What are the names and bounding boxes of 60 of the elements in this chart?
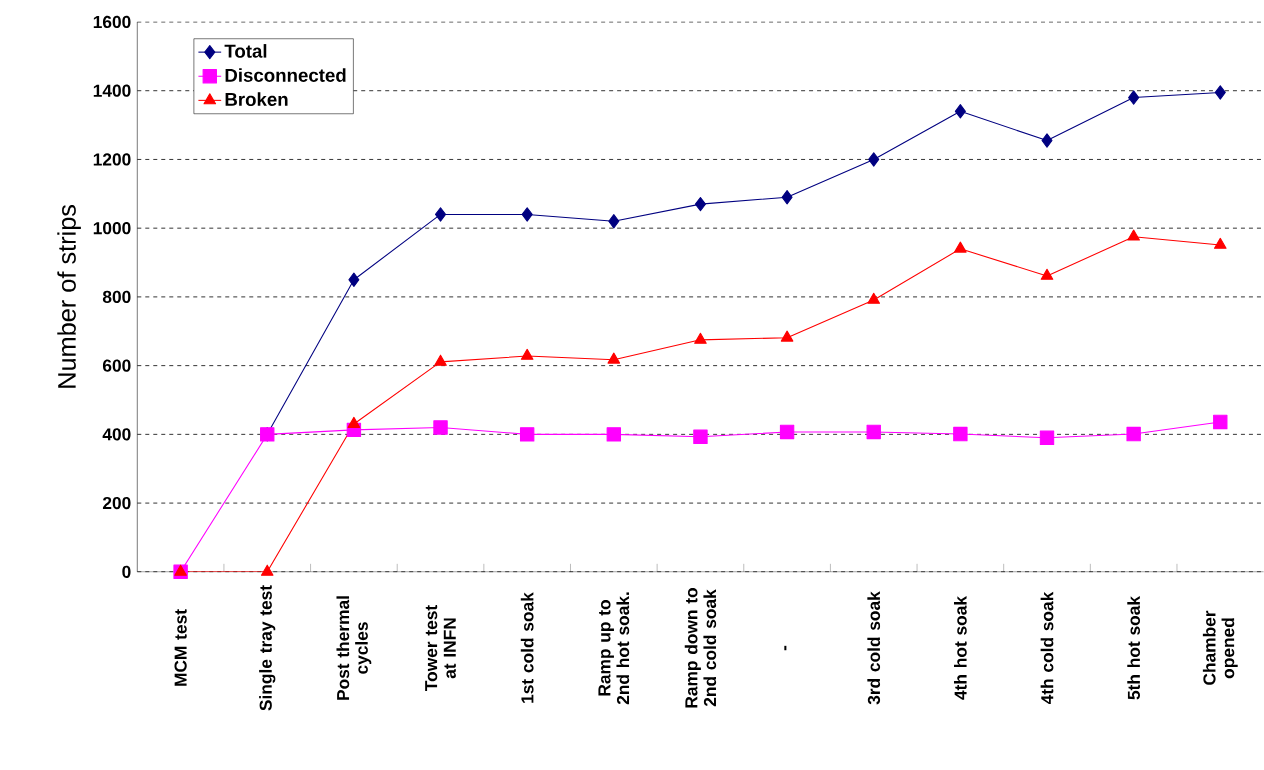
- point: [1039, 430, 1055, 446]
- point: [780, 330, 794, 342]
- x-tick-label: Ramp down to 2nd cold soak: [684, 588, 717, 708]
- x-tick-label: MCM test: [174, 609, 187, 686]
- point: [1213, 237, 1227, 249]
- x-tick-label: Ramp up to 2nd hot soak.: [598, 592, 630, 705]
- point: [347, 416, 361, 429]
- legend-label: Disconnected: [225, 68, 346, 83]
- y-tick-label: 600: [102, 359, 131, 372]
- x-tick-label: Post thermal cycles: [336, 596, 372, 700]
- point: [868, 152, 880, 167]
- point: [694, 332, 707, 344]
- point: [1126, 426, 1141, 442]
- point: [174, 564, 187, 576]
- point: [608, 214, 620, 229]
- point: [606, 427, 622, 442]
- y-axis-title: Number of strips: [57, 205, 81, 388]
- point: [520, 348, 534, 360]
- y-tick-label: 1400: [93, 84, 131, 97]
- point: [954, 241, 967, 253]
- point: [781, 190, 793, 205]
- point: [1040, 268, 1054, 280]
- point: [1128, 90, 1140, 105]
- point: [521, 207, 533, 222]
- y-tick-label: 1200: [93, 153, 131, 166]
- point: [519, 427, 535, 442]
- point: [434, 207, 447, 222]
- legend-label: Total: [224, 44, 267, 58]
- x-tick-label: 4th cold soak: [1040, 591, 1054, 705]
- point: [348, 272, 360, 288]
- point: [953, 426, 968, 442]
- point: [954, 104, 966, 119]
- point: [434, 354, 447, 366]
- x-tick-label: 4th hot soak: [954, 596, 967, 700]
- point: [866, 424, 881, 440]
- x-tick-label: 1st cold soak: [520, 592, 534, 703]
- x-tick-label: Single tray test: [259, 585, 276, 711]
- point: [694, 197, 706, 212]
- y-tick-label: 1600: [93, 15, 131, 29]
- x-tick-label: 5th hot soak: [1127, 596, 1141, 700]
- point: [1213, 414, 1228, 430]
- point: [433, 420, 448, 435]
- point: [260, 564, 274, 576]
- point: [1214, 85, 1226, 100]
- y-tick-label: 0: [122, 565, 131, 579]
- y-tick-label: 400: [102, 428, 131, 441]
- x-tick-label: Tower test at INFN: [425, 605, 456, 692]
- point: [779, 424, 795, 440]
- point: [1041, 133, 1053, 148]
- y-tick-label: 200: [102, 497, 131, 510]
- x-tick-label: -: [784, 645, 787, 651]
- x-tick-label: Chamber opened: [1202, 610, 1238, 685]
- point: [693, 429, 708, 445]
- y-tick-label: 800: [102, 290, 131, 304]
- point: [1127, 229, 1140, 241]
- x-tick-label: 3rd cold soak: [867, 591, 881, 705]
- y-tick-label: 1000: [93, 222, 131, 235]
- legend-label: Broken: [225, 92, 288, 107]
- point: [867, 292, 881, 304]
- point: [607, 352, 621, 364]
